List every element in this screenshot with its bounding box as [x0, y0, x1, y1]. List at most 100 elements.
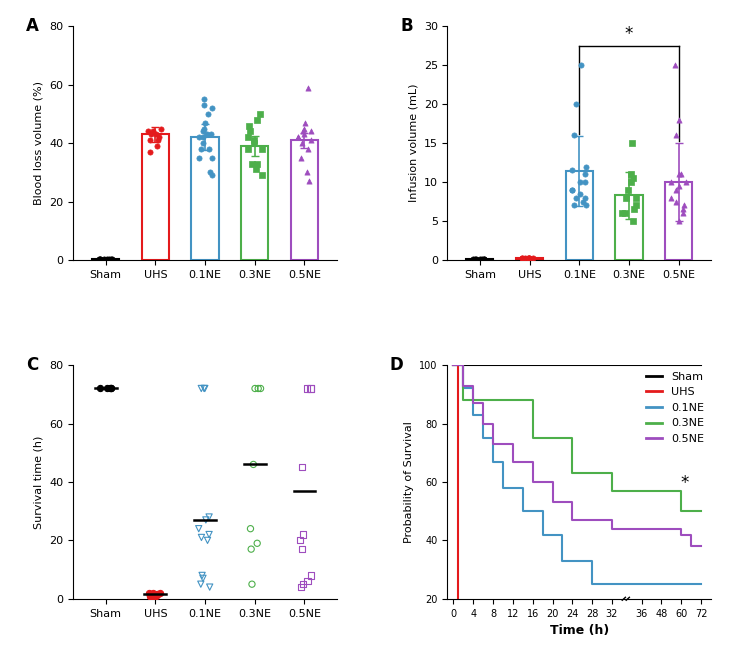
Point: [249, 383, 261, 393]
Point: [568, 200, 580, 211]
Point: [196, 570, 208, 580]
Point: [298, 126, 309, 137]
Point: [203, 512, 215, 522]
Point: [566, 185, 578, 195]
Point: [206, 153, 218, 163]
Point: [527, 253, 539, 264]
Point: [297, 579, 309, 590]
Point: [248, 459, 259, 470]
Legend: Sham, UHS, 0.1NE, 0.3NE, 0.5NE: Sham, UHS, 0.1NE, 0.3NE, 0.5NE: [641, 367, 709, 449]
Point: [201, 129, 213, 139]
Point: [196, 383, 207, 393]
Point: [199, 383, 210, 393]
Point: [627, 138, 638, 149]
Point: [98, 253, 110, 264]
Point: [254, 109, 266, 119]
Point: [517, 253, 528, 264]
Point: [625, 177, 636, 188]
Point: [197, 132, 209, 143]
Point: [570, 192, 581, 203]
Point: [627, 173, 639, 184]
Point: [251, 159, 263, 169]
Point: [254, 383, 266, 393]
Point: [245, 523, 257, 534]
Point: [674, 181, 685, 191]
Point: [147, 591, 159, 601]
Point: [193, 523, 205, 534]
Point: [620, 192, 632, 203]
Point: [577, 196, 589, 207]
Y-axis label: Probability of Survival: Probability of Survival: [404, 421, 414, 543]
Point: [628, 204, 640, 215]
Point: [523, 253, 535, 264]
Point: [144, 589, 155, 599]
Point: [243, 143, 254, 154]
Y-axis label: Survival time (h): Survival time (h): [34, 435, 44, 528]
Point: [517, 253, 528, 264]
Point: [146, 129, 158, 139]
Point: [625, 169, 637, 180]
Point: [257, 170, 268, 180]
Point: [523, 253, 534, 264]
Point: [105, 383, 117, 393]
X-axis label: Time (h): Time (h): [550, 624, 609, 637]
Point: [666, 192, 677, 203]
Point: [104, 383, 116, 393]
Point: [616, 208, 628, 218]
Point: [630, 192, 642, 203]
Point: [470, 254, 482, 265]
Point: [469, 254, 481, 265]
Point: [579, 169, 591, 180]
Point: [106, 253, 117, 264]
Point: [305, 383, 317, 393]
Text: A: A: [26, 17, 39, 35]
Point: [244, 126, 256, 137]
Point: [677, 204, 689, 215]
Point: [243, 120, 255, 131]
Point: [101, 383, 113, 393]
Point: [301, 167, 312, 178]
Point: [297, 529, 309, 540]
Point: [581, 161, 592, 172]
Point: [144, 591, 155, 601]
Point: [198, 94, 210, 105]
Point: [106, 253, 118, 264]
Point: [299, 117, 311, 128]
Point: [474, 254, 486, 265]
Point: [298, 123, 309, 134]
Point: [678, 200, 690, 211]
Point: [566, 185, 578, 195]
Point: [150, 591, 162, 601]
Point: [478, 254, 490, 265]
Point: [674, 114, 685, 125]
Point: [95, 253, 106, 264]
Point: [675, 169, 687, 180]
Point: [198, 383, 210, 393]
Y-axis label: Infusion volume (mL): Infusion volume (mL): [408, 84, 418, 203]
Point: [671, 196, 682, 207]
Point: [673, 216, 685, 226]
Point: [302, 576, 314, 586]
Point: [292, 132, 303, 143]
Point: [251, 538, 263, 549]
Point: [305, 383, 317, 393]
Bar: [241, 146, 268, 260]
Point: [154, 588, 166, 598]
Point: [103, 253, 115, 264]
Point: [478, 254, 490, 265]
Point: [198, 126, 210, 137]
Point: [666, 177, 677, 188]
Point: [303, 176, 314, 186]
Point: [105, 383, 117, 393]
Point: [194, 153, 205, 163]
Point: [144, 591, 155, 601]
Point: [305, 135, 317, 145]
Point: [670, 185, 682, 195]
Point: [580, 177, 592, 188]
Point: [679, 177, 691, 188]
Point: [246, 159, 257, 169]
Point: [296, 544, 308, 555]
Bar: [466, 259, 493, 260]
Point: [251, 114, 262, 125]
Point: [242, 132, 254, 143]
